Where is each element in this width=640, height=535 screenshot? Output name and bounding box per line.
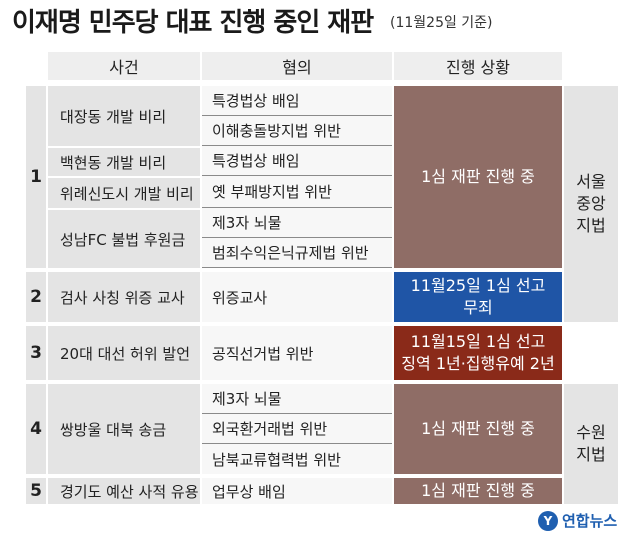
row-number: 5 — [26, 478, 46, 504]
case-name: 대장동 개발 비리 — [48, 86, 200, 146]
charge-item: 업무상 배임 — [202, 478, 392, 504]
court-line: 수원 — [576, 423, 606, 442]
header-charges: 혐의 — [202, 52, 392, 80]
yonhap-logo-icon: Y — [538, 510, 558, 531]
court-line: 중앙 — [576, 194, 606, 213]
case-name: 위례신도시 개발 비리 — [48, 178, 200, 208]
status-line: 11월15일 1심 선고 — [410, 332, 546, 351]
court-line: 서울 — [576, 172, 606, 191]
status-verdict-convicted: 11월15일 1심 선고 징역 1년·집행유예 2년 — [394, 326, 562, 380]
status-pending: 1심 재판 진행 중 — [394, 86, 562, 268]
charge-item: 제3자 뇌물 — [202, 208, 392, 238]
charge-item: 범죄수익은닉규제법 위반 — [202, 238, 392, 268]
charge-item: 위증교사 — [202, 272, 392, 322]
case-name: 20대 대선 허위 발언 — [48, 326, 200, 380]
case-name: 백현동 개발 비리 — [48, 148, 200, 176]
case-name: 검사 사칭 위증 교사 — [48, 272, 200, 322]
yonhap-logo: Y 연합뉴스 — [538, 510, 617, 531]
charge-item: 제3자 뇌물 — [202, 384, 392, 414]
page-title: 이재명 민주당 대표 진행 중인 재판 — [12, 8, 374, 38]
row-number: 1 — [26, 86, 46, 268]
court-line: 지법 — [576, 445, 606, 464]
charge-item: 외국환거래법 위반 — [202, 414, 392, 444]
charge-item: 특경법상 배임 — [202, 146, 392, 176]
status-line: 11월25일 1심 선고 — [410, 276, 546, 295]
row-number: 3 — [26, 326, 46, 380]
status-line: 무죄 — [463, 298, 493, 317]
row-number: 4 — [26, 384, 46, 474]
charge-item: 남북교류협력법 위반 — [202, 444, 392, 474]
court-seoul-central: 서울 중앙 지법 — [564, 86, 618, 322]
title-date-note: (11월25일 기준) — [390, 15, 493, 31]
status-pending: 1심 재판 진행 중 — [394, 384, 562, 474]
charge-item: 공직선거법 위반 — [202, 326, 392, 380]
court-line: 지법 — [576, 216, 606, 235]
case-name: 경기도 예산 사적 유용 — [48, 478, 200, 504]
court-suwon: 수원 지법 — [564, 384, 618, 504]
row-number: 2 — [26, 272, 46, 322]
status-verdict-acquitted: 11월25일 1심 선고 무죄 — [394, 272, 562, 322]
header-status: 진행 상황 — [394, 52, 562, 80]
case-name: 성남FC 불법 후원금 — [48, 210, 200, 268]
header-case: 사건 — [48, 52, 200, 80]
case-name: 쌍방울 대북 송금 — [48, 384, 200, 474]
charge-item: 특경법상 배임 — [202, 86, 392, 116]
status-line: 징역 1년·집행유예 2년 — [401, 354, 555, 373]
logo-text: 연합뉴스 — [562, 512, 618, 530]
charge-item: 이해충돌방지법 위반 — [202, 116, 392, 146]
charge-item: 옛 부패방지법 위반 — [202, 176, 392, 208]
status-pending: 1심 재판 진행 중 — [394, 478, 562, 504]
